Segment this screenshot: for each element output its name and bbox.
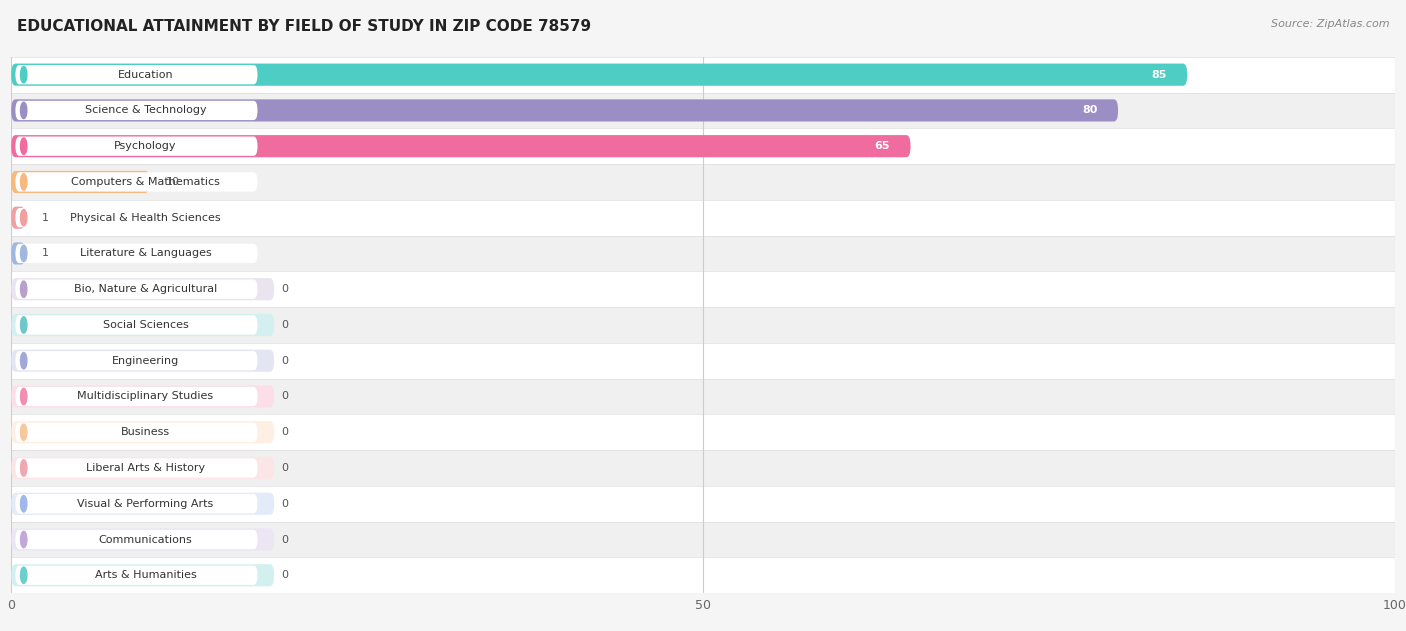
FancyBboxPatch shape	[15, 280, 257, 299]
Text: Computers & Mathematics: Computers & Mathematics	[72, 177, 219, 187]
Circle shape	[21, 102, 27, 119]
FancyBboxPatch shape	[11, 493, 274, 515]
Bar	[11, 271, 1395, 307]
Bar	[11, 522, 1395, 557]
Text: Business: Business	[121, 427, 170, 437]
FancyBboxPatch shape	[11, 135, 911, 157]
FancyBboxPatch shape	[15, 172, 257, 192]
Text: Multidisciplinary Studies: Multidisciplinary Studies	[77, 391, 214, 401]
Bar	[11, 307, 1395, 343]
FancyBboxPatch shape	[11, 350, 274, 372]
Text: 85: 85	[1152, 69, 1167, 80]
Bar	[11, 379, 1395, 415]
Circle shape	[21, 317, 27, 333]
Text: Arts & Humanities: Arts & Humanities	[94, 570, 197, 581]
FancyBboxPatch shape	[15, 458, 257, 478]
Text: Psychology: Psychology	[114, 141, 177, 151]
Text: Visual & Performing Arts: Visual & Performing Arts	[77, 498, 214, 509]
FancyBboxPatch shape	[11, 457, 274, 479]
Circle shape	[21, 531, 27, 548]
Text: Source: ZipAtlas.com: Source: ZipAtlas.com	[1271, 19, 1389, 29]
Circle shape	[21, 567, 27, 584]
Bar	[11, 93, 1395, 128]
Text: 0: 0	[281, 463, 288, 473]
FancyBboxPatch shape	[11, 242, 25, 264]
Text: Social Sciences: Social Sciences	[103, 320, 188, 330]
Text: 1: 1	[42, 249, 49, 259]
FancyBboxPatch shape	[11, 564, 274, 586]
Text: Literature & Languages: Literature & Languages	[80, 249, 211, 259]
FancyBboxPatch shape	[15, 351, 257, 370]
FancyBboxPatch shape	[11, 421, 274, 444]
Circle shape	[21, 138, 27, 155]
Text: 0: 0	[281, 534, 288, 545]
Text: Communications: Communications	[98, 534, 193, 545]
Text: Science & Technology: Science & Technology	[84, 105, 207, 115]
FancyBboxPatch shape	[11, 386, 274, 408]
Text: 0: 0	[281, 284, 288, 294]
Text: Education: Education	[118, 69, 173, 80]
FancyBboxPatch shape	[11, 99, 1118, 122]
Text: 10: 10	[166, 177, 180, 187]
FancyBboxPatch shape	[15, 494, 257, 514]
Circle shape	[21, 424, 27, 440]
FancyBboxPatch shape	[15, 101, 257, 120]
Text: 0: 0	[281, 356, 288, 366]
Text: 0: 0	[281, 320, 288, 330]
Bar	[11, 57, 1395, 93]
FancyBboxPatch shape	[11, 278, 274, 300]
Circle shape	[21, 66, 27, 83]
FancyBboxPatch shape	[15, 530, 257, 549]
Bar	[11, 200, 1395, 235]
Circle shape	[21, 353, 27, 369]
FancyBboxPatch shape	[15, 244, 257, 263]
FancyBboxPatch shape	[11, 206, 25, 229]
FancyBboxPatch shape	[11, 314, 274, 336]
Text: Liberal Arts & History: Liberal Arts & History	[86, 463, 205, 473]
Text: Engineering: Engineering	[112, 356, 179, 366]
Circle shape	[21, 495, 27, 512]
Bar	[11, 164, 1395, 200]
Text: 0: 0	[281, 570, 288, 581]
Circle shape	[21, 460, 27, 476]
FancyBboxPatch shape	[15, 65, 257, 85]
Circle shape	[21, 388, 27, 404]
FancyBboxPatch shape	[11, 528, 274, 551]
Text: EDUCATIONAL ATTAINMENT BY FIELD OF STUDY IN ZIP CODE 78579: EDUCATIONAL ATTAINMENT BY FIELD OF STUDY…	[17, 19, 591, 34]
FancyBboxPatch shape	[11, 171, 149, 193]
Text: 65: 65	[875, 141, 890, 151]
Bar	[11, 486, 1395, 522]
Text: 80: 80	[1083, 105, 1097, 115]
Bar	[11, 415, 1395, 450]
Text: Physical & Health Sciences: Physical & Health Sciences	[70, 213, 221, 223]
Circle shape	[21, 209, 27, 226]
FancyBboxPatch shape	[15, 208, 257, 227]
FancyBboxPatch shape	[15, 565, 257, 585]
Bar	[11, 557, 1395, 593]
Circle shape	[21, 281, 27, 297]
Bar	[11, 450, 1395, 486]
Text: 0: 0	[281, 427, 288, 437]
Bar	[11, 343, 1395, 379]
Bar	[11, 128, 1395, 164]
Circle shape	[21, 245, 27, 262]
FancyBboxPatch shape	[15, 423, 257, 442]
FancyBboxPatch shape	[15, 136, 257, 156]
FancyBboxPatch shape	[15, 387, 257, 406]
Text: Bio, Nature & Agricultural: Bio, Nature & Agricultural	[75, 284, 217, 294]
FancyBboxPatch shape	[11, 64, 1187, 86]
Text: 1: 1	[42, 213, 49, 223]
Bar	[11, 235, 1395, 271]
Circle shape	[21, 174, 27, 190]
Text: 0: 0	[281, 498, 288, 509]
Text: 0: 0	[281, 391, 288, 401]
FancyBboxPatch shape	[15, 316, 257, 334]
